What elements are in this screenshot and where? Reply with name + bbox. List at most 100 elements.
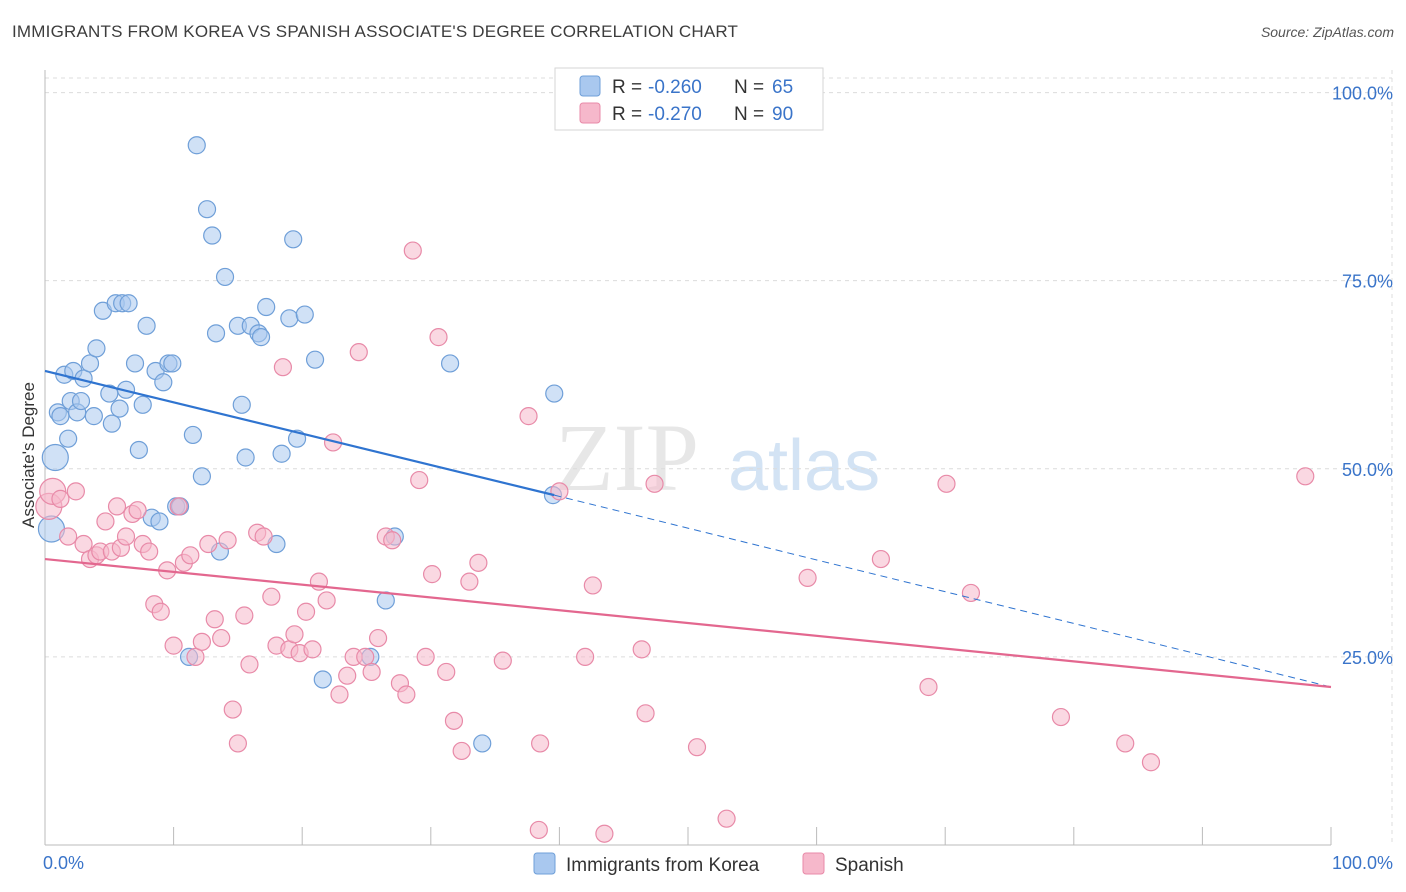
data-point-spanish-19 — [151, 602, 170, 621]
data-point-korea-64 — [545, 384, 564, 403]
data-point-spanish-82 — [798, 568, 817, 587]
gridlines — [45, 70, 1393, 845]
watermark-atlas: atlas — [728, 426, 880, 506]
data-point-spanish-3 — [59, 527, 78, 546]
data-point-korea-22 — [125, 354, 145, 373]
data-point-spanish-11 — [107, 497, 127, 516]
watermark-zip: ZIP — [555, 404, 699, 511]
data-point-spanish-33 — [235, 606, 254, 625]
data-point-korea-42 — [215, 267, 235, 287]
y-axis-label: Associate's Degree — [19, 382, 38, 528]
legend-korea-swatch — [579, 75, 601, 97]
data-point-korea-25 — [137, 316, 156, 335]
bottom-legend-korea-swatch — [533, 852, 556, 875]
correlation-legend: R = -0.260 N = 65 R = -0.270 N = 90 — [554, 67, 824, 131]
data-point-korea-36 — [187, 136, 206, 155]
data-point-spanish-37 — [262, 587, 281, 606]
data-point-korea-62 — [473, 734, 492, 753]
series-korea-points — [37, 136, 564, 753]
data-point-spanish-71 — [529, 820, 548, 840]
data-point-spanish-48 — [330, 685, 349, 704]
data-point-spanish-56 — [383, 531, 402, 550]
y-tick-label-100: 100.0% — [1332, 84, 1393, 104]
data-point-spanish-15 — [128, 501, 147, 520]
legend-spanish-n-label: N = — [734, 104, 764, 125]
data-point-spanish-51 — [349, 343, 368, 362]
data-point-korea-44 — [232, 395, 251, 414]
legend-korea-n-value: 65 — [772, 77, 793, 98]
legend-spanish-r-value: -0.270 — [648, 104, 702, 125]
data-point-spanish-21 — [164, 636, 183, 655]
bottom-legend-korea-label: Immigrants from Korea — [566, 855, 760, 876]
data-point-korea-56 — [305, 350, 325, 369]
x-tick-label-max: 100.0% — [1332, 853, 1393, 873]
chart-title: IMMIGRANTS FROM KOREA VS SPANISH ASSOCIA… — [12, 22, 739, 41]
data-point-spanish-74 — [576, 647, 595, 666]
data-point-korea-48 — [251, 328, 271, 347]
data-point-spanish-60 — [410, 470, 429, 490]
legend-korea-r-label: R = — [612, 77, 642, 98]
data-point-spanish-46 — [317, 591, 336, 610]
data-point-spanish-13 — [116, 527, 136, 546]
data-point-spanish-58 — [397, 685, 416, 704]
data-point-spanish-88 — [1116, 734, 1135, 753]
data-point-spanish-69 — [493, 651, 512, 670]
data-point-spanish-26 — [192, 632, 211, 651]
data-point-spanish-9 — [96, 512, 115, 531]
legend-spanish-n-value: 90 — [772, 104, 793, 125]
data-point-spanish-28 — [205, 610, 224, 629]
series-spanish-points — [35, 241, 1315, 843]
data-point-korea-52 — [280, 309, 299, 328]
legend-korea-r-value: -0.260 — [648, 77, 702, 98]
data-point-spanish-30 — [218, 531, 237, 550]
data-point-korea-23 — [129, 440, 148, 460]
data-point-korea-28 — [150, 512, 169, 531]
data-point-korea-55 — [295, 305, 314, 324]
x-tick-labels: 0.0% 100.0% — [43, 853, 1393, 873]
chart-source: Source: ZipAtlas.com — [1260, 24, 1394, 40]
data-point-spanish-49 — [338, 666, 357, 685]
data-point-korea-57 — [313, 670, 332, 689]
data-point-korea-39 — [203, 226, 222, 245]
data-point-spanish-53 — [362, 662, 381, 682]
data-point-spanish-43 — [296, 602, 316, 621]
data-point-spanish-86 — [961, 583, 981, 603]
data-point-korea-9 — [71, 391, 91, 411]
watermark: ZIP atlas — [555, 404, 880, 511]
data-point-spanish-83 — [871, 549, 891, 569]
data-point-korea-11 — [80, 354, 100, 373]
data-point-korea-3 — [51, 407, 70, 426]
legend-spanish-r-label: R = — [612, 104, 642, 125]
data-point-korea-16 — [102, 414, 121, 433]
legend-korea-n-label: N = — [734, 77, 764, 98]
data-point-korea-45 — [236, 448, 255, 467]
data-point-spanish-61 — [416, 647, 435, 666]
data-point-spanish-76 — [595, 824, 614, 843]
data-point-korea-12 — [84, 407, 103, 426]
data-point-korea-35 — [183, 425, 202, 445]
data-point-spanish-73 — [550, 482, 569, 501]
data-point-korea-51 — [272, 444, 291, 463]
data-point-spanish-36 — [254, 527, 273, 546]
data-point-korea-5 — [59, 429, 78, 448]
data-point-spanish-22 — [169, 497, 188, 516]
data-point-spanish-72 — [531, 734, 550, 753]
data-point-spanish-75 — [583, 576, 602, 595]
trend-line-korea-extrapolated — [554, 494, 1332, 688]
data-point-spanish-89 — [1141, 753, 1161, 772]
data-point-korea-37 — [192, 467, 211, 486]
bottom-legend-spanish-swatch — [802, 852, 825, 875]
data-point-korea-40 — [206, 324, 226, 343]
trend-line-spanish — [44, 557, 1332, 689]
data-point-spanish-4 — [66, 482, 85, 501]
data-point-spanish-24 — [181, 546, 200, 565]
data-point-korea-13 — [87, 339, 106, 358]
data-point-spanish-65 — [444, 711, 464, 730]
data-point-korea-61 — [440, 354, 460, 373]
y-tick-labels: 25.0% 50.0% 75.0% 100.0% — [1332, 84, 1393, 668]
data-point-spanish-59 — [403, 241, 422, 260]
data-point-spanish-34 — [240, 655, 259, 674]
data-point-spanish-70 — [519, 407, 538, 426]
data-point-korea-31 — [163, 354, 182, 373]
